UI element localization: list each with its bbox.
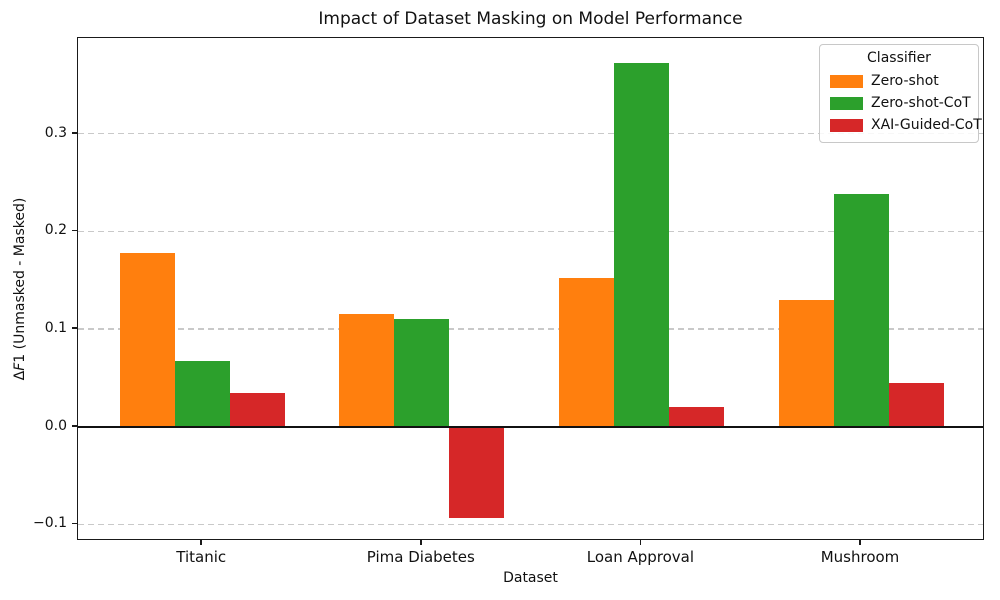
bar-mushroom-xai-guided-cot [888,382,944,427]
x-tick-label-titanic: Titanic [176,548,227,566]
bar-titanic-zero-shot-cot [174,361,230,427]
legend-label: XAI-Guided-CoT [871,117,982,133]
legend-label: Zero-shot-CoT [871,95,971,111]
gridline [78,133,983,135]
legend-item: Zero-shot [820,70,978,92]
y-tick-label: 0.0 [44,417,67,434]
y-axis-label: ΔF1 (Unmasked - Masked) [12,179,28,399]
bar-pima-diabetes-xai-guided-cot [449,426,505,518]
y-tick-mark [72,131,77,134]
legend-title: Classifier [867,50,931,66]
bar-titanic-zero-shot [119,252,175,427]
bar-mushroom-zero-shot-cot [833,194,889,427]
y-tick-label: 0.2 [44,222,67,239]
bar-titanic-xai-guided-cot [229,392,285,427]
bar-mushroom-zero-shot [778,299,834,427]
x-tick-label-loan-approval: Loan Approval [586,548,695,566]
gridline [78,523,983,526]
x-tick-mark [639,540,642,545]
plot-area: Classifier Zero-shot Zero-shot-CoT XAI-Gui… [77,37,984,540]
zero-line [78,425,983,428]
x-tick-mark [200,540,202,545]
chart-title: Impact of Dataset Masking on Model Perfo… [318,9,743,29]
gridline [78,230,983,233]
y-tick-mark [72,522,77,525]
gridline [78,328,983,330]
y-tick-mark [72,327,77,329]
y-tick-mark [72,424,77,427]
legend-item: XAI-Guided-CoT [820,114,982,136]
legend-swatch-icon [830,74,863,88]
bar-pima-diabetes-zero-shot [339,314,395,427]
y-axis-label-f: F [12,362,28,371]
x-axis-label: Dataset [503,570,558,586]
legend-items: Zero-shot Zero-shot-CoT XAI-Guided-CoT [820,70,982,136]
y-tick-label: −0.1 [33,515,67,532]
bar-loan-approval-zero-shot [558,278,614,427]
legend-swatch-icon [830,96,863,110]
x-tick-label-mushroom: Mushroom [820,548,900,566]
legend-item: Zero-shot-CoT [820,92,978,114]
y-tick-label: 0.1 [44,320,67,337]
bar-loan-approval-xai-guided-cot [668,407,724,427]
x-tick-label-pima-diabetes: Pima Diabetes [366,548,475,566]
legend-label: Zero-shot [871,73,939,89]
y-tick-label: 0.3 [44,124,67,141]
y-tick-mark [72,229,77,232]
x-tick-mark [859,540,861,545]
bar-pima-diabetes-zero-shot-cot [394,319,450,427]
legend: Classifier Zero-shot Zero-shot-CoT XAI-Gui… [819,44,982,143]
bar-loan-approval-zero-shot-cot [613,63,669,427]
x-tick-mark [420,540,422,545]
legend-swatch-icon [830,118,863,132]
y-axis-label-delta: Δ [12,370,28,381]
